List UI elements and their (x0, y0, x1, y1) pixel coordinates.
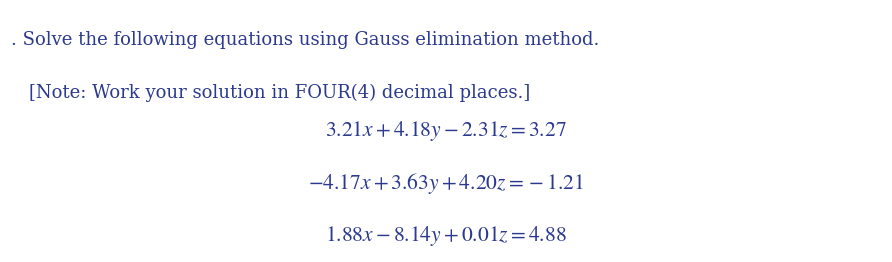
Text: $-4.17x + 3.63y + 4.20z = -1.21$: $-4.17x + 3.63y + 4.20z = -1.21$ (308, 171, 584, 196)
Text: [Note: Work your solution in FOUR(4) decimal places.]: [Note: Work your solution in FOUR(4) dec… (29, 84, 531, 102)
Text: $1.88x - 8.14y + 0.01z = 4.88$: $1.88x - 8.14y + 0.01z = 4.88$ (326, 224, 566, 248)
Text: $3.21x + 4.18y - 2.31z = 3.27$: $3.21x + 4.18y - 2.31z = 3.27$ (326, 119, 566, 143)
Text: . Solve the following equations using Gauss elimination method.: . Solve the following equations using Ga… (11, 31, 599, 50)
